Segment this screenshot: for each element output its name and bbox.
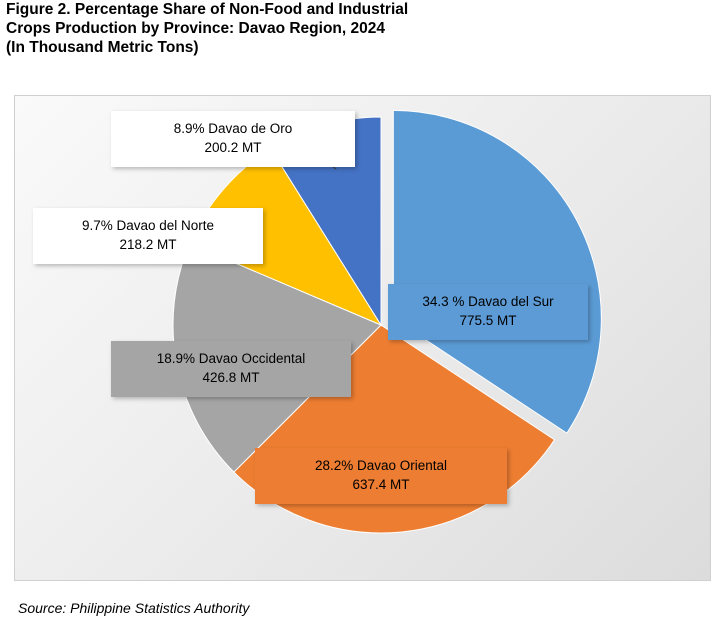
title-line-2: Crops Production by Province: Davao Regi… (6, 20, 385, 37)
data-label-box (255, 448, 507, 504)
data-label-value: 200.2 MT (204, 140, 261, 155)
data-label-box (111, 111, 355, 167)
pie-slice-davao-del-sur (392, 109, 602, 434)
title-line-3: (In Thousand Metric Tons) (6, 39, 199, 56)
data-label-davao-occidental: 18.9% Davao Occidental 426.8 MT (111, 341, 351, 397)
data-label-box (111, 341, 351, 397)
data-label-box (388, 284, 588, 340)
chart-title: Figure 2. Percentage Share of Non-Food a… (6, 0, 706, 57)
data-label-davao-del-sur: 34.3 % Davao del Sur 775.5 MT (388, 284, 588, 340)
chart-area: 34.3 % Davao del Sur 775.5 MT 28.2% Davao … (14, 95, 711, 581)
data-label-value: 426.8 MT (202, 370, 259, 385)
data-label-box (33, 208, 263, 264)
data-label-percent-name: 34.3 % Davao del Sur (422, 294, 554, 309)
data-label-percent-name: 18.9% Davao Occidental (157, 351, 306, 366)
data-label-percent-name: 9.7% Davao del Norte (82, 218, 214, 233)
source-note: Source: Philippine Statistics Authority (18, 600, 250, 616)
title-line-1: Figure 2. Percentage Share of Non-Food a… (6, 1, 409, 18)
data-label-davao-del-norte: 9.7% Davao del Norte 218.2 MT (33, 208, 263, 264)
data-label-percent-name: 8.9% Davao de Oro (174, 121, 293, 136)
data-label-davao-de-oro: 8.9% Davao de Oro 200.2 MT (111, 111, 355, 167)
pie-chart: 34.3 % Davao del Sur 775.5 MT 28.2% Davao … (33, 109, 602, 534)
slice-labels: 34.3 % Davao del Sur 775.5 MT 28.2% Davao … (33, 111, 588, 504)
data-label-value: 218.2 MT (119, 237, 176, 252)
data-label-value: 775.5 MT (459, 313, 516, 328)
data-label-davao-oriental: 28.2% Davao Oriental 637.4 MT (255, 448, 507, 504)
data-label-value: 637.4 MT (352, 477, 409, 492)
data-label-percent-name: 28.2% Davao Oriental (315, 458, 447, 473)
